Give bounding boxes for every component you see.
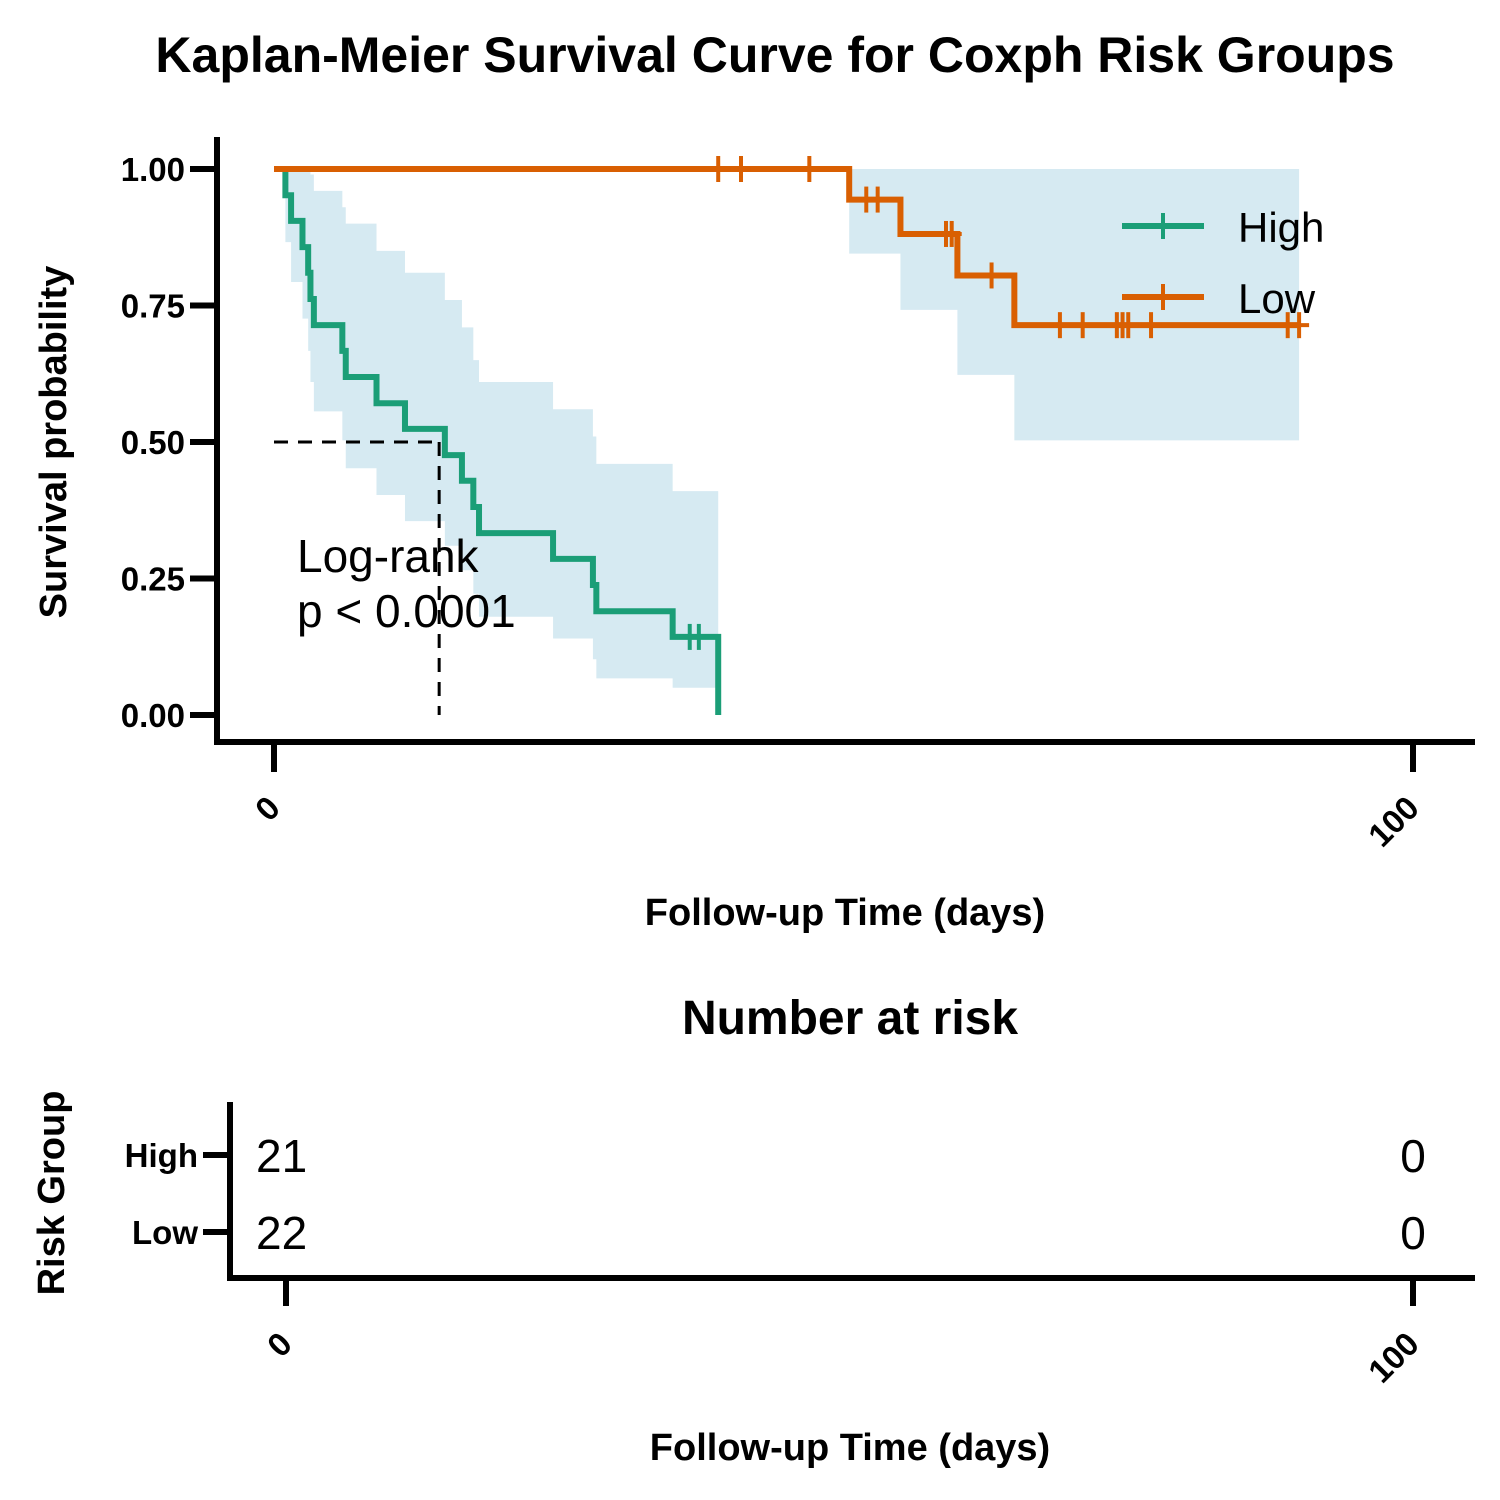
y-tick-label: 0.50	[121, 424, 185, 461]
risk-row-label-low: Low	[132, 1214, 198, 1251]
risk-row-label-high: High	[125, 1137, 198, 1174]
x-axis-title: Follow-up Time (days)	[645, 892, 1045, 934]
logrank-label: Log-rank	[297, 530, 480, 582]
y-axis-ticks: 0.00 0.25 0.50 0.75 1.00	[121, 151, 217, 734]
logrank-pvalue: p < 0.0001	[297, 585, 516, 637]
legend-label-high: High	[1238, 204, 1324, 251]
risk-table-rows: High 21 0 Low 22 0	[125, 1130, 1426, 1259]
legend: High Low	[1122, 204, 1324, 322]
survival-curve-low	[274, 166, 1300, 329]
legend-label-low: Low	[1238, 275, 1316, 322]
risk-table-title: Number at risk	[682, 992, 1018, 1045]
censor-marks	[679, 156, 1310, 650]
legend-item-high: High	[1122, 204, 1324, 251]
risk-table-x-ticks: 0 100	[260, 1278, 1426, 1390]
risk-count-high: 0	[1400, 1130, 1426, 1182]
y-tick-label: 0.00	[121, 697, 185, 734]
y-tick-label: 0.75	[121, 288, 185, 325]
y-tick-label: 0.25	[121, 561, 185, 598]
median-survival-lines	[274, 440, 441, 715]
risk-count-high: 21	[256, 1130, 307, 1182]
confidence-bands	[274, 169, 1300, 715]
risk-x-tick-label: 100	[1361, 1325, 1426, 1390]
survival-curve-high	[274, 166, 722, 715]
risk-x-tick-label: 0	[260, 1325, 299, 1364]
survival-curves	[274, 166, 1300, 715]
x-tick-label: 0	[248, 789, 287, 828]
chart-title: Kaplan-Meier Survival Curve for Coxph Ri…	[155, 27, 1394, 83]
ci-band-low	[274, 169, 1300, 441]
risk-table-x-title: Follow-up Time (days)	[650, 1427, 1050, 1469]
y-tick-label: 1.00	[121, 151, 185, 188]
y-axis-title: Survival probability	[33, 266, 75, 619]
risk-count-low: 0	[1400, 1207, 1426, 1259]
x-axis-ticks: 0 100	[248, 742, 1426, 854]
ci-band-high	[274, 169, 719, 715]
risk-count-low: 22	[256, 1207, 307, 1259]
legend-item-low: Low	[1122, 275, 1316, 322]
x-tick-label: 100	[1361, 789, 1426, 854]
risk-table-y-title: Risk Group	[31, 1091, 73, 1296]
